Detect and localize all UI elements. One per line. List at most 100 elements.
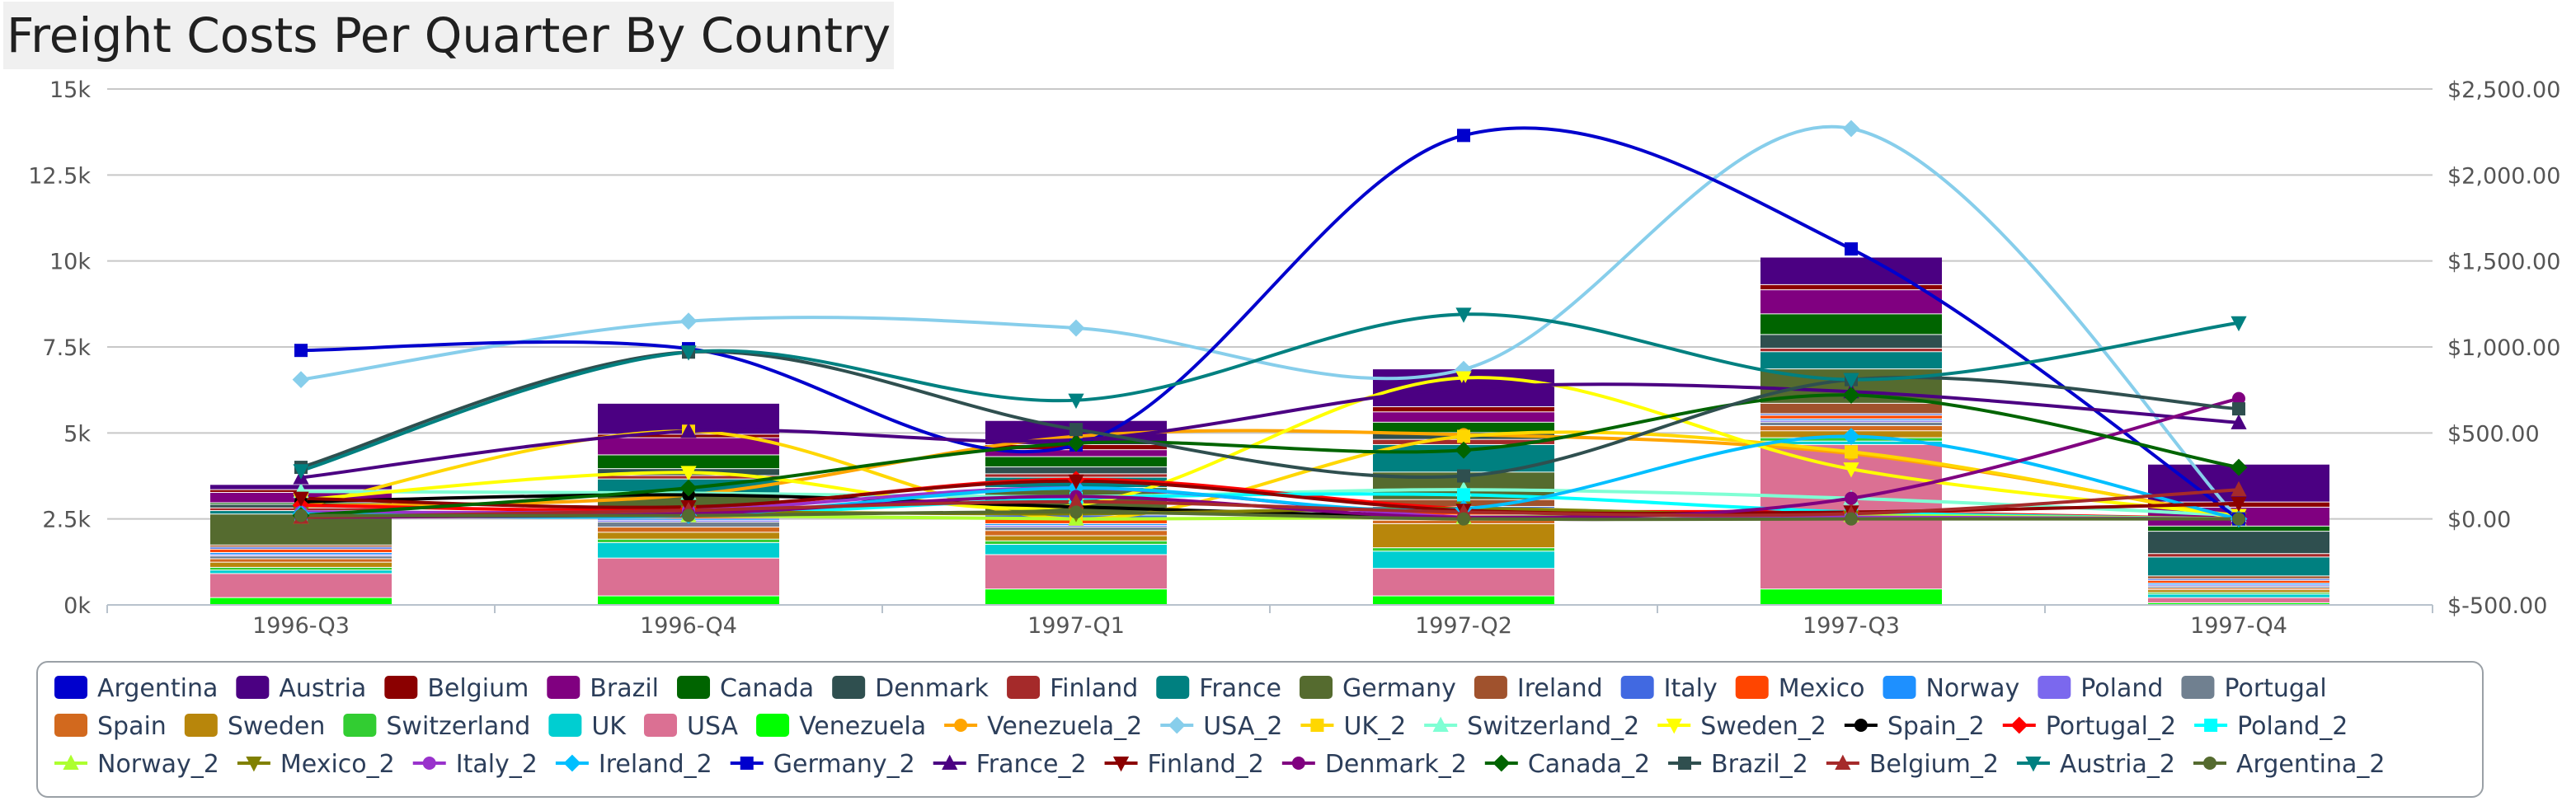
legend-label: Belgium_2 [1869, 750, 1999, 779]
line-point [942, 754, 958, 770]
line-point [293, 491, 309, 508]
legend-item: Brazil_2 [1668, 750, 1808, 779]
line-point [1457, 512, 1470, 526]
legend-item: Argentina_2 [2193, 750, 2385, 779]
line-point [294, 508, 308, 522]
bar-segment [985, 450, 1167, 457]
bar-segment [210, 545, 392, 547]
legend-item: Norway [1883, 674, 2019, 703]
line-series [300, 510, 2239, 522]
bar-segment [2148, 585, 2329, 586]
bar-segment [210, 597, 392, 604]
legend-swatch [1007, 676, 1041, 699]
line-point [1068, 493, 1084, 508]
bar-segment [985, 541, 1167, 544]
legend-item: Mexico_2 [237, 750, 395, 779]
y-tick-label-right: $2,000.00 [2447, 163, 2560, 189]
legend-label: Argentina_2 [2236, 750, 2385, 779]
line-point [1112, 757, 1130, 772]
legend-label: Venezuela [799, 712, 926, 741]
bar-segment [210, 547, 392, 549]
x-tick-label: 1997-Q1 [1027, 613, 1125, 639]
line-point [1492, 754, 1511, 772]
bar-segment [2148, 588, 2329, 590]
bar-segment [985, 589, 1167, 604]
bar-segment [210, 552, 392, 555]
bar-segment [985, 457, 1167, 467]
legend-label: Norway [1925, 674, 2019, 703]
legend-label: Ireland_2 [599, 750, 712, 779]
y-tick-label-left: 5k [63, 421, 91, 447]
legend-label: Mexico [1779, 674, 1865, 703]
legend-canvas: Argentina Austria Belgium Brazil Canada Denma… [54, 674, 2385, 779]
legend-label: Argentina [97, 674, 218, 703]
bar-segment [1760, 419, 1942, 420]
legend-item: Sweden [184, 712, 325, 741]
legend-item: Sweden_2 [1657, 712, 1826, 741]
legend-item: Spain [54, 712, 167, 741]
legend-item: Brazil [547, 674, 659, 703]
bar-segment [985, 555, 1167, 589]
line-point [1457, 429, 1470, 443]
legend-item: Denmark_2 [1281, 750, 1467, 779]
legend-label: Austria [279, 674, 366, 703]
line-point [422, 757, 436, 770]
legend-item: Norway_2 [54, 750, 219, 779]
line-point [1432, 716, 1449, 732]
legend-swatch [643, 714, 677, 737]
x-tick-label: 1997-Q3 [1803, 613, 1900, 639]
legend-swatch [677, 676, 711, 699]
legend-item: Germany_2 [730, 750, 915, 779]
x-tick-label: 1996-Q4 [640, 613, 737, 639]
bar-segment [985, 526, 1167, 527]
bar-segment [210, 567, 392, 570]
legend-item: Portugal [2181, 674, 2327, 703]
line-point [2230, 480, 2247, 497]
line-point [1842, 387, 1860, 404]
line-point [294, 344, 308, 358]
line-point [1068, 393, 1084, 410]
legend-item: Ireland_2 [555, 750, 712, 779]
bar-segment [1373, 407, 1554, 412]
bar-segment [2148, 579, 2329, 580]
bar-segment [1373, 412, 1554, 422]
legend-swatch [384, 676, 418, 699]
legend-label: Ireland [1517, 674, 1603, 703]
legend-item: Austria [236, 674, 366, 703]
legend-label: UK_2 [1343, 712, 1406, 741]
line-point [1067, 434, 1085, 452]
bar-segment [2148, 576, 2329, 579]
legend-item: Switzerland_2 [1424, 712, 1639, 741]
legend-swatch [548, 714, 582, 737]
line-point [2230, 316, 2247, 332]
legend-swatch [236, 676, 270, 699]
y-tick-label-left: 12.5k [28, 163, 91, 189]
legend-swatch [1620, 676, 1654, 699]
bar-segment [598, 455, 779, 469]
legend-swatch [184, 714, 218, 737]
x-tick-label: 1997-Q2 [1415, 613, 1512, 639]
legend-label: Germany [1342, 674, 1456, 703]
line-point [1845, 242, 1858, 256]
line-point [2232, 391, 2245, 405]
line-point [954, 719, 968, 732]
y-tick-label-left: 10k [49, 250, 91, 275]
legend-label: USA [687, 712, 739, 741]
chart-title: Freight Costs Per Quarter By Country [3, 2, 895, 69]
line-series [300, 126, 2240, 521]
legend-swatch [2181, 676, 2215, 699]
line-point [1843, 462, 1859, 478]
line-point [2203, 757, 2217, 770]
line-series [300, 376, 2240, 518]
legend-label: Finland [1050, 674, 1138, 703]
legend-label: Germany_2 [773, 750, 915, 779]
line-point [293, 464, 309, 480]
bar-segment [1373, 548, 1554, 551]
line-point [2230, 458, 2248, 476]
legend-label: Spain_2 [1887, 712, 1985, 741]
legend-item: Argentina [54, 674, 218, 703]
legend-label: Norway_2 [97, 750, 219, 779]
legend-swatch [54, 714, 87, 737]
bar-segment [210, 549, 392, 552]
